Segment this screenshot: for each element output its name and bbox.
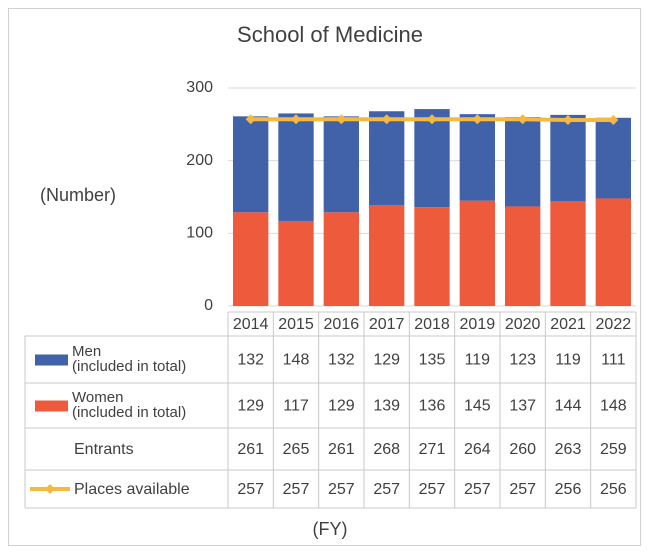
x-tick-label: 2014 (233, 316, 269, 333)
table-value: 264 (464, 441, 491, 458)
bar (368, 204, 405, 306)
bar (323, 212, 360, 306)
x-axis-label: (FY) (313, 519, 348, 539)
line-marker (608, 114, 619, 125)
table-value: 256 (555, 481, 582, 498)
x-tick-label: 2016 (324, 316, 360, 333)
line-marker (472, 114, 483, 125)
line-marker (291, 114, 301, 125)
table-value: 132 (237, 352, 264, 369)
table-value: 265 (283, 441, 310, 458)
legend-swatch (35, 354, 68, 366)
x-tick-label: 2022 (596, 316, 632, 333)
legend-label: Men (included in total) (72, 342, 187, 375)
table-value: 260 (509, 441, 536, 458)
table-value: 257 (509, 481, 536, 498)
table-value: 129 (328, 398, 355, 415)
table-value: 261 (328, 441, 355, 458)
table-value: 119 (555, 352, 581, 369)
table-value: 148 (600, 398, 627, 415)
line-marker (381, 114, 392, 125)
table-value: 261 (237, 441, 264, 458)
table-value: 129 (373, 352, 400, 369)
bar (459, 200, 496, 306)
bar (459, 114, 496, 201)
table-value: 123 (509, 352, 536, 369)
bar (232, 212, 269, 306)
line-marker (245, 114, 256, 125)
table-value: 136 (419, 398, 446, 415)
table-value: 263 (555, 441, 582, 458)
x-tick-label: 2018 (414, 316, 450, 333)
y-axis-label: (Number) (40, 185, 116, 205)
table-value: 256 (600, 481, 627, 498)
bar (278, 220, 314, 306)
x-tick-label: 2017 (369, 316, 405, 333)
bar (278, 113, 314, 221)
chart-title: School of Medicine (237, 22, 423, 47)
line-marker (563, 114, 573, 125)
y-tick-label: 0 (204, 297, 213, 314)
legend-swatch (45, 484, 55, 494)
bar (595, 198, 632, 306)
line-marker (427, 114, 437, 125)
line-marker (336, 114, 347, 125)
table-value: 257 (237, 481, 264, 498)
table-value: 144 (555, 398, 582, 415)
table-value: 257 (373, 481, 400, 498)
bar (595, 117, 632, 199)
table-value: 137 (509, 398, 536, 415)
bar (550, 201, 586, 306)
table-value: 135 (419, 352, 446, 369)
bar (550, 114, 586, 202)
bar (368, 111, 405, 205)
table-value: 257 (328, 481, 355, 498)
y-tick-label: 100 (186, 225, 213, 242)
line-marker (517, 114, 528, 125)
x-tick-label: 2015 (278, 316, 314, 333)
bar (414, 207, 450, 306)
table-value: 117 (283, 398, 309, 415)
table-value: 257 (283, 481, 310, 498)
bar (504, 117, 541, 207)
table-value: 139 (373, 398, 400, 415)
legend-label: Women (included in total) (72, 388, 187, 421)
table-value: 132 (328, 352, 355, 369)
bar (232, 116, 269, 213)
table-value: 271 (419, 441, 446, 458)
x-tick-label: 2021 (550, 316, 586, 333)
table-value: 148 (283, 352, 310, 369)
y-tick-label: 200 (186, 152, 213, 169)
table-value: 119 (465, 352, 491, 369)
bar (323, 116, 360, 213)
row-label: Entrants (74, 441, 134, 458)
legend-swatch (35, 400, 68, 412)
table-value: 111 (601, 352, 625, 369)
table-value: 257 (464, 481, 491, 498)
y-tick-label: 300 (186, 79, 213, 96)
table-value: 268 (373, 441, 400, 458)
x-tick-label: 2020 (505, 316, 541, 333)
bar (414, 109, 450, 208)
table-value: 129 (237, 398, 264, 415)
table-value: 145 (464, 398, 491, 415)
table-value: 257 (419, 481, 446, 498)
table-value: 259 (600, 441, 627, 458)
x-tick-label: 2019 (460, 316, 496, 333)
bar (504, 206, 541, 306)
row-label: Places available (74, 481, 190, 498)
